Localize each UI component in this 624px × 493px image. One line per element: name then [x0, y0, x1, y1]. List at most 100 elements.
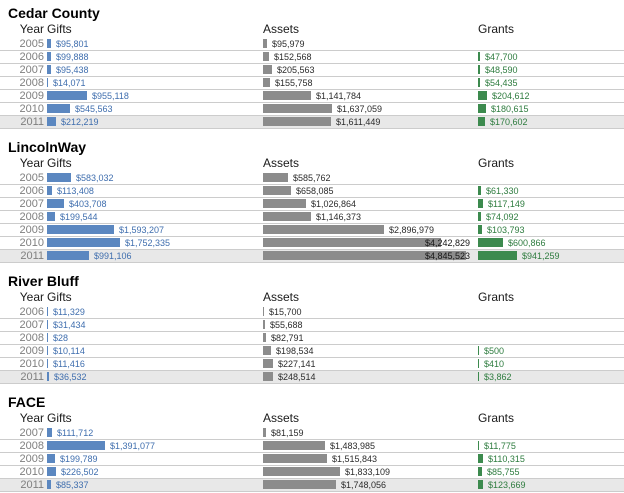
gifts-bar[interactable] — [47, 480, 51, 489]
grants-bar[interactable] — [478, 441, 479, 450]
gifts-bar[interactable] — [47, 238, 120, 247]
grants-bar[interactable] — [478, 91, 487, 100]
assets-bar[interactable] — [263, 441, 325, 450]
gifts-bar[interactable] — [47, 372, 49, 381]
section-river-bluff: River Bluff Year Gifts Assets Grants 2006 $11,… — [0, 272, 624, 384]
gifts-value-label: $991,106 — [94, 251, 132, 261]
grants-value-label: $180,615 — [491, 104, 529, 114]
grants-bar[interactable] — [478, 251, 517, 260]
grants-bar[interactable] — [478, 359, 479, 368]
grants-bar[interactable] — [478, 372, 479, 381]
assets-bar[interactable] — [263, 359, 273, 368]
table-row: 2008 $199,544 $1,146,373 $74,092 — [0, 210, 624, 223]
gifts-bar[interactable] — [47, 346, 48, 355]
gifts-bar[interactable] — [47, 359, 48, 368]
assets-bar[interactable] — [263, 454, 327, 463]
gifts-bar[interactable] — [47, 91, 87, 100]
gifts-value-label: $36,532 — [54, 372, 87, 382]
assets-bar[interactable] — [263, 104, 332, 113]
gifts-bar[interactable] — [47, 320, 48, 329]
grants-bar[interactable] — [478, 480, 483, 489]
gifts-bar[interactable] — [47, 78, 48, 87]
assets-bar[interactable] — [263, 372, 273, 381]
assets-bar[interactable] — [263, 251, 466, 260]
assets-value-label: $55,688 — [270, 320, 303, 330]
assets-bar[interactable] — [263, 186, 291, 195]
table-row: 2007 $95,438 $205,563 $48,590 — [0, 63, 624, 76]
grants-bar[interactable] — [478, 225, 482, 234]
gifts-bar[interactable] — [47, 454, 55, 463]
table-row: 2011 $36,532 $248,514 $3,862 — [0, 370, 624, 384]
grants-bar[interactable] — [478, 117, 485, 126]
assets-value-label: $1,748,056 — [341, 480, 387, 490]
column-header-row: Year Gifts Assets Grants — [0, 290, 624, 305]
assets-bar[interactable] — [263, 52, 269, 61]
assets-bar[interactable] — [263, 428, 266, 437]
assets-bar[interactable] — [263, 307, 264, 316]
grants-bar[interactable] — [478, 346, 479, 355]
assets-value-label: $658,085 — [296, 186, 334, 196]
gifts-bar[interactable] — [47, 117, 56, 126]
gifts-bar[interactable] — [47, 199, 64, 208]
grants-bar[interactable] — [478, 212, 481, 221]
grants-bar[interactable] — [478, 52, 480, 61]
gifts-bar[interactable] — [47, 39, 51, 48]
assets-value-label: $4,242,829 — [424, 238, 470, 248]
assets-bar[interactable] — [263, 199, 306, 208]
gifts-bar[interactable] — [47, 307, 48, 316]
column-header-assets: Assets — [263, 290, 300, 304]
assets-bar[interactable] — [263, 117, 331, 126]
grants-bar[interactable] — [478, 238, 503, 247]
gifts-bar[interactable] — [47, 52, 51, 61]
gifts-bar[interactable] — [47, 212, 55, 221]
grants-bar[interactable] — [478, 199, 483, 208]
grants-value-label: $600,866 — [508, 238, 546, 248]
gifts-bar[interactable] — [47, 441, 105, 450]
assets-value-label: $1,833,109 — [345, 467, 391, 477]
assets-bar[interactable] — [263, 480, 336, 489]
gifts-bar[interactable] — [47, 65, 51, 74]
assets-value-label: $1,146,373 — [316, 212, 362, 222]
grants-bar[interactable] — [478, 104, 486, 113]
table-row: 2007 $403,708 $1,026,864 $117,149 — [0, 197, 624, 210]
assets-value-label: $1,483,985 — [330, 441, 376, 451]
assets-bar[interactable] — [263, 212, 311, 221]
grants-bar[interactable] — [478, 467, 482, 476]
table-row: 2010 $545,563 $1,637,059 $180,615 — [0, 102, 624, 115]
assets-bar[interactable] — [263, 91, 311, 100]
year-label: 2009 — [19, 224, 44, 236]
grants-bar[interactable] — [478, 78, 480, 87]
column-header-grants: Grants — [478, 411, 515, 425]
grants-bar[interactable] — [478, 65, 480, 74]
section-face: FACE Year Gifts Assets Grants 2007 $111,712 $81… — [0, 393, 624, 492]
gifts-bar[interactable] — [47, 104, 70, 113]
gifts-bar[interactable] — [47, 333, 48, 342]
assets-bar[interactable] — [263, 238, 441, 247]
year-label: 2009 — [19, 90, 44, 102]
assets-bar[interactable] — [263, 225, 384, 234]
gifts-bar[interactable] — [47, 467, 56, 476]
gifts-bar[interactable] — [47, 173, 71, 182]
grants-bar[interactable] — [478, 454, 483, 463]
assets-bar[interactable] — [263, 467, 340, 476]
grants-value-label: $110,315 — [488, 454, 525, 464]
gifts-value-label: $199,544 — [60, 212, 98, 222]
table-row: 2007 $31,434 $55,688 — [0, 318, 624, 331]
gifts-value-label: $10,114 — [53, 346, 85, 356]
assets-bar[interactable] — [263, 346, 271, 355]
gifts-bar[interactable] — [47, 186, 52, 195]
column-header-row: Year Gifts Assets Grants — [0, 22, 624, 37]
gifts-bar[interactable] — [47, 251, 89, 260]
gifts-bar[interactable] — [47, 428, 52, 437]
column-header-gifts: Gifts — [47, 411, 72, 425]
grants-bar[interactable] — [478, 186, 481, 195]
assets-bar[interactable] — [263, 320, 265, 329]
assets-bar[interactable] — [263, 65, 272, 74]
gifts-bar[interactable] — [47, 225, 114, 234]
assets-bar[interactable] — [263, 39, 267, 48]
assets-bar[interactable] — [263, 173, 288, 182]
assets-bar[interactable] — [263, 78, 270, 87]
assets-bar[interactable] — [263, 333, 266, 342]
year-label: 2006 — [19, 306, 44, 318]
year-label: 2011 — [20, 250, 44, 262]
